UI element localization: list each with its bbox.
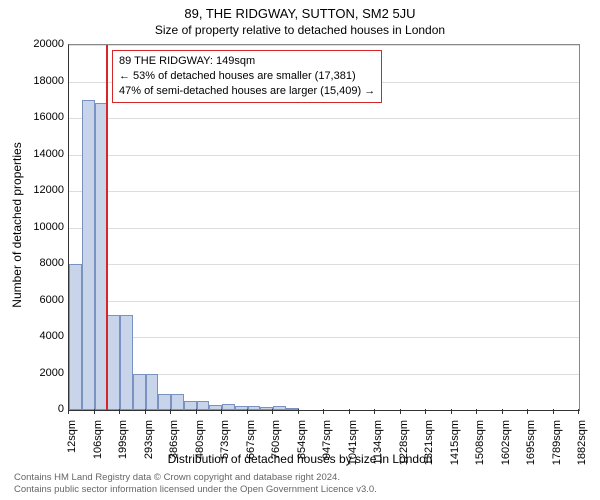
x-tick — [374, 409, 375, 414]
histogram-bar — [197, 401, 210, 410]
gridline — [69, 301, 579, 302]
footer-line2: Contains public sector information licen… — [14, 484, 377, 496]
x-tick-label: 947sqm — [321, 420, 333, 459]
page-subtitle: Size of property relative to detached ho… — [0, 21, 600, 37]
marker-annotation: 89 THE RIDGWAY: 149sqm ← 53% of detached… — [112, 50, 382, 103]
x-tick — [68, 409, 69, 414]
x-tick-label: 293sqm — [143, 420, 155, 459]
marker-line — [106, 45, 108, 410]
x-tick-label: 1321sqm — [423, 420, 435, 465]
x-tick — [196, 409, 197, 414]
x-tick — [221, 409, 222, 414]
x-tick-label: 1508sqm — [474, 420, 486, 465]
gridline — [69, 118, 579, 119]
x-tick — [170, 409, 171, 414]
y-tick-label: 16000 — [33, 111, 64, 123]
histogram-bar — [133, 374, 146, 411]
x-tick-label: 1228sqm — [398, 420, 410, 465]
gridline — [69, 228, 579, 229]
x-tick-label: 386sqm — [168, 420, 180, 459]
x-tick — [425, 409, 426, 414]
y-axis-label: Number of detached properties — [10, 142, 24, 307]
x-tick — [272, 409, 273, 414]
x-tick — [527, 409, 528, 414]
y-tick-label: 10000 — [33, 221, 64, 233]
y-tick-label: 14000 — [33, 148, 64, 160]
x-tick-label: 12sqm — [66, 420, 78, 453]
histogram-bar — [171, 394, 184, 410]
footer-attribution: Contains HM Land Registry data © Crown c… — [14, 472, 377, 496]
x-tick — [400, 409, 401, 414]
x-tick — [119, 409, 120, 414]
histogram-bar — [120, 315, 133, 410]
x-tick-label: 1415sqm — [449, 420, 461, 465]
histogram-bar — [158, 394, 171, 410]
x-tick — [476, 409, 477, 414]
histogram-bar — [273, 406, 286, 410]
x-tick-label: 573sqm — [219, 420, 231, 459]
x-tick — [502, 409, 503, 414]
y-tick-label: 0 — [58, 403, 64, 415]
gridline — [69, 264, 579, 265]
x-tick — [349, 409, 350, 414]
x-tick-label: 1789sqm — [551, 420, 563, 465]
x-tick — [553, 409, 554, 414]
gridline — [69, 191, 579, 192]
y-tick-label: 8000 — [40, 257, 64, 269]
y-tick-label: 12000 — [33, 184, 64, 196]
x-tick-label: 199sqm — [117, 420, 129, 459]
gridline — [69, 337, 579, 338]
annotation-line1: 89 THE RIDGWAY: 149sqm — [119, 54, 375, 69]
histogram-bar — [248, 406, 261, 410]
x-tick — [578, 409, 579, 414]
x-tick-label: 106sqm — [92, 420, 104, 459]
x-tick-label: 854sqm — [296, 420, 308, 459]
y-tick-label: 2000 — [40, 367, 64, 379]
x-tick — [247, 409, 248, 414]
x-tick-label: 760sqm — [270, 420, 282, 459]
x-tick-label: 1882sqm — [576, 420, 588, 465]
x-tick-label: 1041sqm — [347, 420, 359, 465]
histogram-bar — [146, 374, 159, 411]
gridline — [69, 155, 579, 156]
y-tick-label: 20000 — [33, 38, 64, 50]
page-title: 89, THE RIDGWAY, SUTTON, SM2 5JU — [0, 0, 600, 21]
x-tick-label: 1602sqm — [500, 420, 512, 465]
annotation-line2: ← 53% of detached houses are smaller (17… — [119, 69, 375, 84]
x-tick — [94, 409, 95, 414]
y-tick-label: 18000 — [33, 75, 64, 87]
annotation-line3: 47% of semi-detached houses are larger (… — [119, 84, 375, 99]
x-tick-label: 667sqm — [245, 420, 257, 459]
histogram-bar — [107, 315, 120, 410]
x-tick-label: 480sqm — [194, 420, 206, 459]
x-tick — [451, 409, 452, 414]
histogram-bar — [69, 264, 82, 410]
x-tick — [145, 409, 146, 414]
x-tick — [323, 409, 324, 414]
histogram-bar — [82, 100, 95, 410]
x-tick — [298, 409, 299, 414]
x-tick-label: 1134sqm — [372, 420, 384, 464]
footer-line1: Contains HM Land Registry data © Crown c… — [14, 472, 377, 484]
histogram-bar — [222, 404, 235, 410]
x-tick-label: 1695sqm — [525, 420, 537, 465]
y-tick-label: 4000 — [40, 330, 64, 342]
y-tick-label: 6000 — [40, 294, 64, 306]
gridline — [69, 45, 579, 46]
